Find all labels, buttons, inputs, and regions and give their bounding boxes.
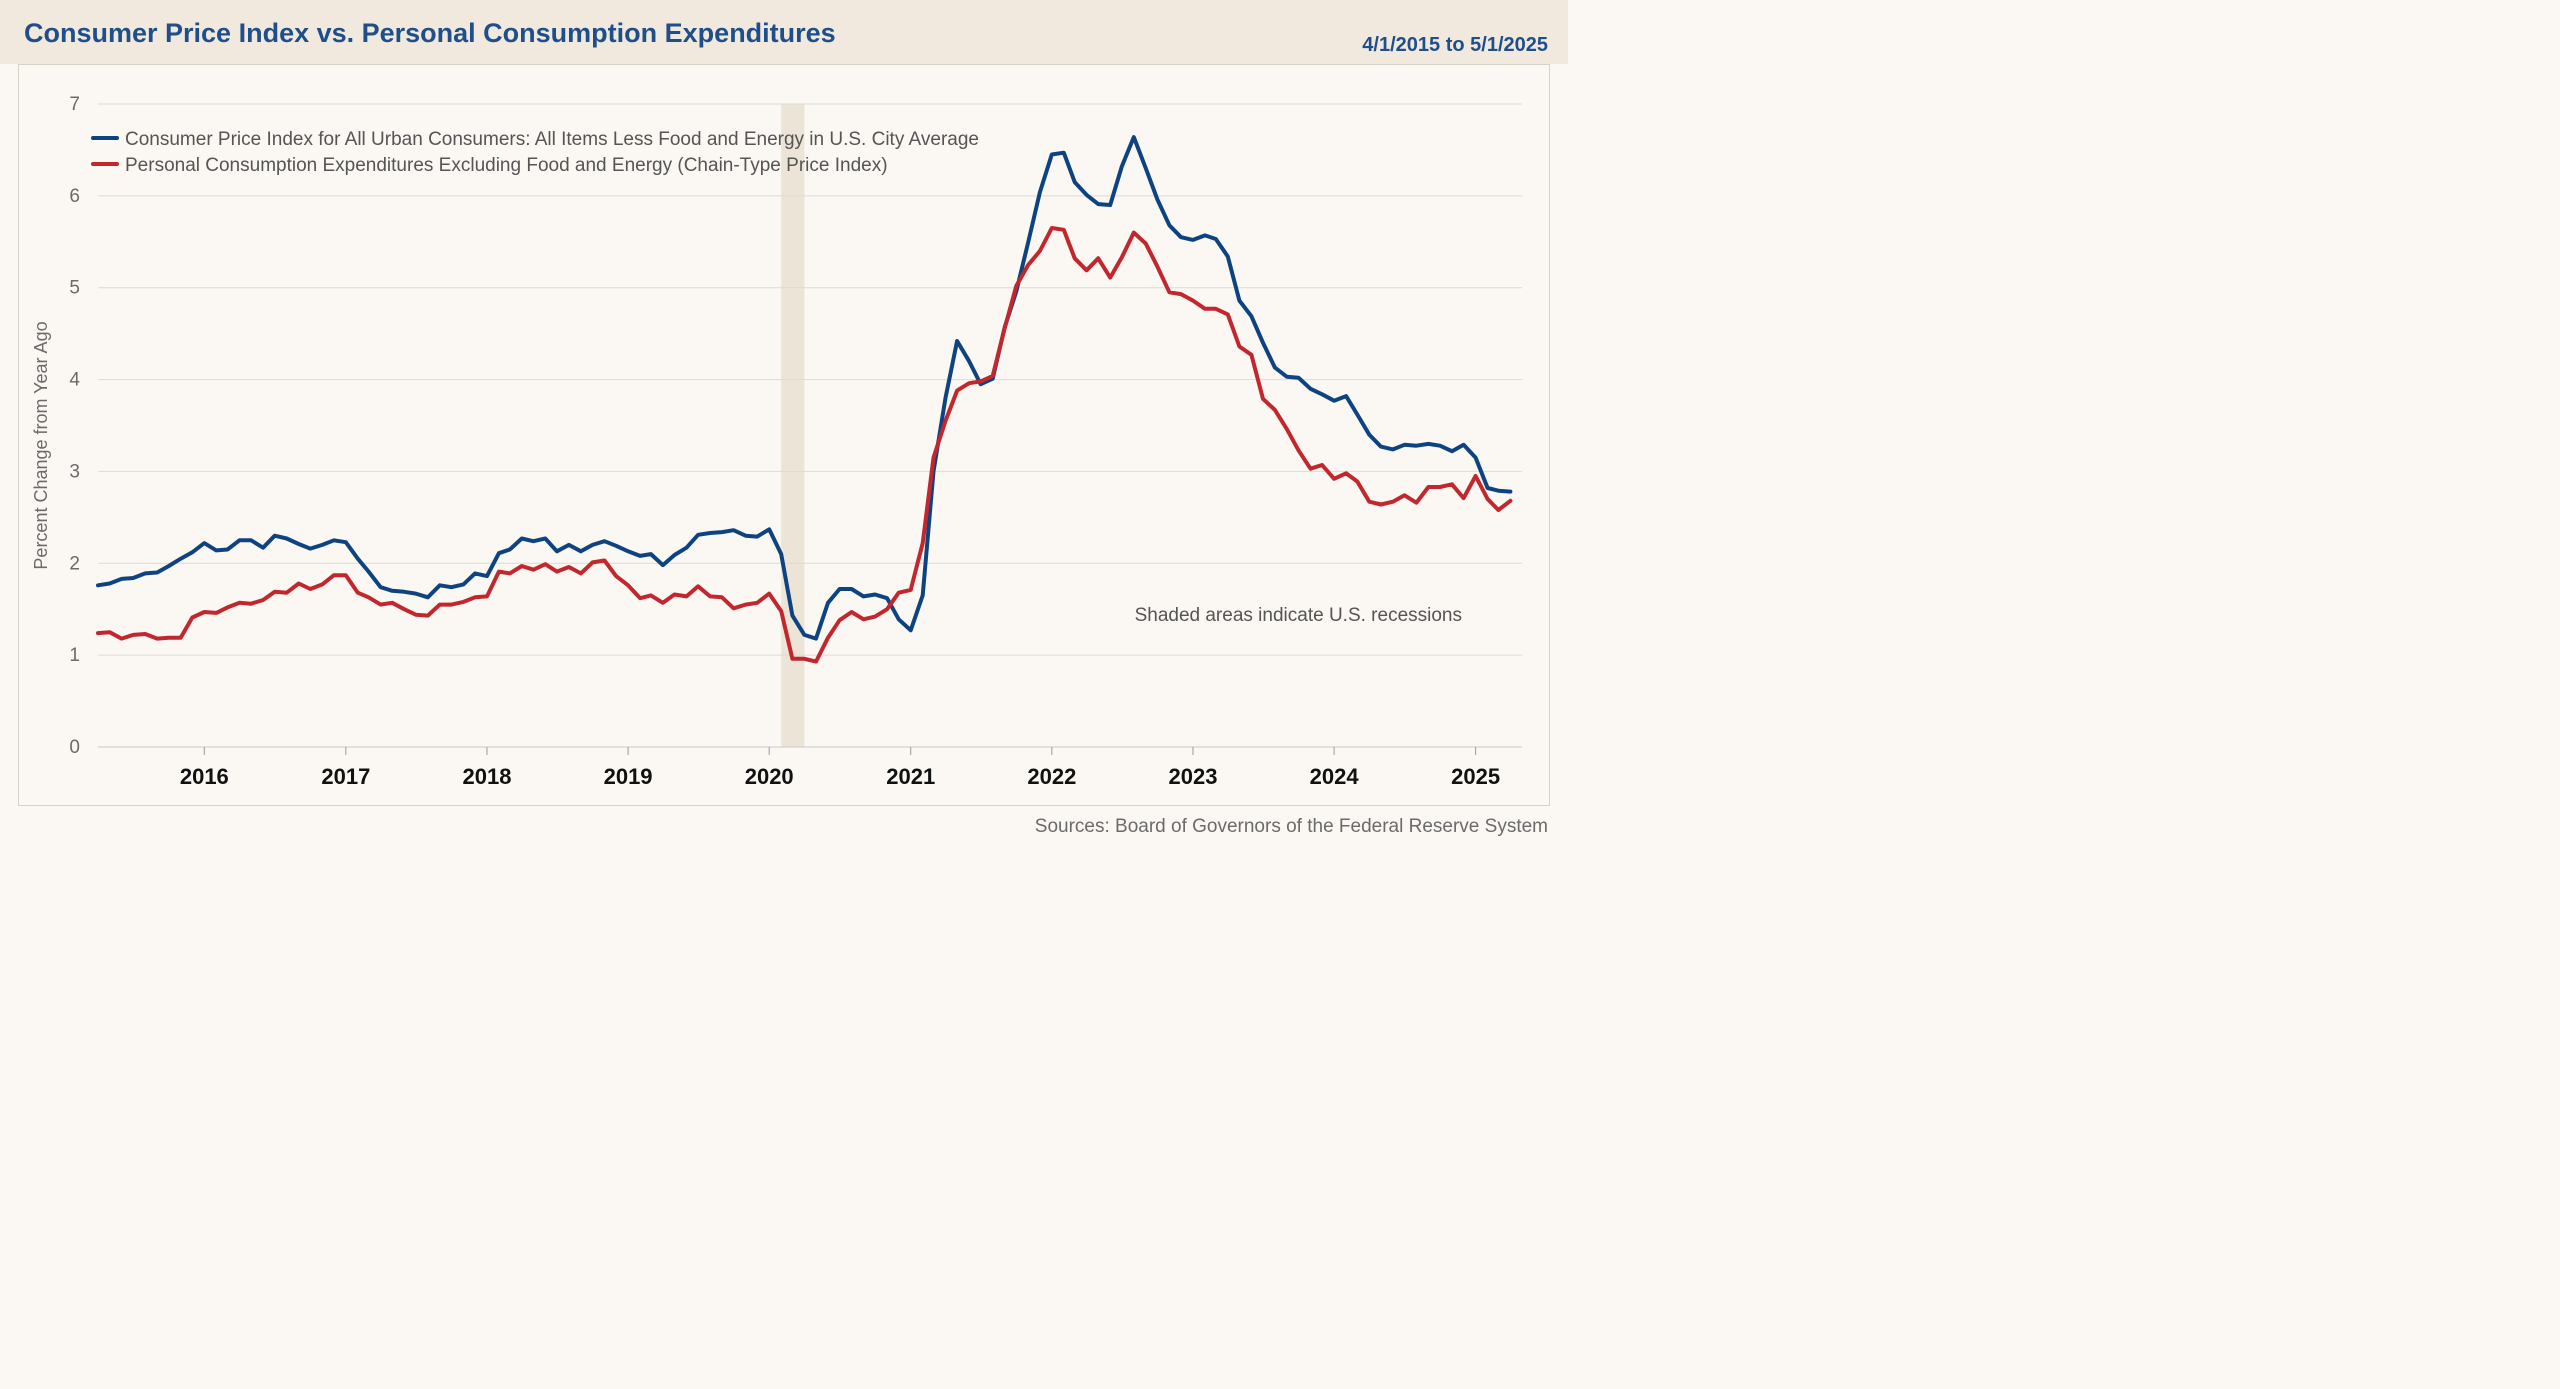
legend-label-2: Personal Consumption Expenditures Exclud… — [125, 155, 888, 176]
header-bar: Consumer Price Index vs. Personal Consum… — [0, 0, 1568, 64]
y-tick-label: 3 — [69, 461, 80, 482]
x-tick-label: 2024 — [1310, 764, 1360, 789]
line-chart: 0 1 2 3 4 5 6 7 2016 2017 2018 2019 2020 2021 2022 2023… — [31, 94, 1522, 789]
x-tick-label: 2020 — [745, 764, 794, 789]
recession-shading — [781, 104, 805, 747]
series-line-2 — [96, 226, 1513, 664]
date-range: 4/1/2015 to 5/1/2025 — [1362, 34, 1548, 56]
x-tick-label: 2019 — [604, 764, 653, 789]
y-tick-label: 0 — [69, 737, 80, 758]
chart-title: Consumer Price Index vs. Personal Consum… — [24, 18, 836, 48]
y-tick-label: 7 — [69, 94, 80, 115]
x-tick-label: 2018 — [462, 764, 511, 789]
y-tick-label: 5 — [69, 278, 80, 299]
y-tick-label: 2 — [69, 553, 80, 574]
x-tick-label: 2022 — [1027, 764, 1076, 789]
legend-label-1: Consumer Price Index for All Urban Consu… — [125, 129, 979, 150]
x-tick-label: 2025 — [1451, 764, 1500, 789]
recession-annotation: Shaded areas indicate U.S. recessions — [1135, 605, 1462, 626]
y-tick-label: 1 — [69, 645, 80, 666]
chart-page: Consumer Price Index vs. Personal Consum… — [0, 0, 1568, 851]
x-tick-label: 2016 — [180, 764, 229, 789]
x-tick-label: 2023 — [1168, 764, 1217, 789]
source-note: Sources: Board of Governors of the Feder… — [1034, 816, 1548, 837]
y-axis-label: Percent Change from Year Ago — [31, 321, 51, 569]
series-line-1 — [96, 135, 1513, 641]
y-tick-label: 4 — [69, 370, 80, 391]
x-tick-label: 2017 — [321, 764, 370, 789]
y-tick-label: 6 — [69, 186, 80, 207]
x-tick-label: 2021 — [886, 764, 935, 789]
